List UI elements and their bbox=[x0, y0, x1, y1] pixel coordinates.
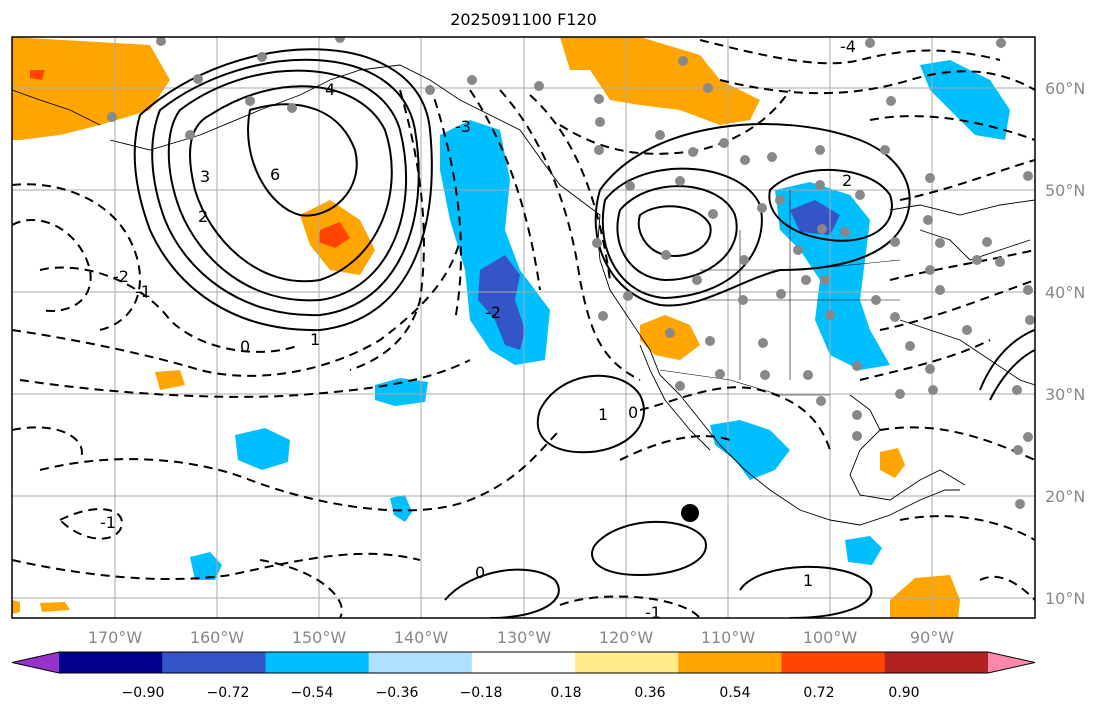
svg-text:20°N: 20°N bbox=[1045, 487, 1085, 506]
svg-text:0: 0 bbox=[475, 563, 485, 582]
negative-anomaly-region bbox=[710, 420, 790, 480]
colorbar-outline bbox=[11, 651, 1036, 674]
svg-text:160°W: 160°W bbox=[190, 628, 245, 647]
svg-text:0.18: 0.18 bbox=[550, 685, 581, 701]
negative-anomaly-region bbox=[375, 378, 428, 406]
colorbar-segment bbox=[471, 652, 576, 673]
svg-text:-1: -1 bbox=[135, 282, 151, 301]
svg-text:0.72: 0.72 bbox=[803, 685, 834, 701]
colorbar-segment bbox=[781, 652, 886, 673]
svg-text:−0.18: −0.18 bbox=[460, 685, 503, 701]
negative-anomaly-region bbox=[920, 60, 1010, 140]
svg-text:-1: -1 bbox=[100, 513, 116, 532]
svg-text:-2: -2 bbox=[113, 267, 129, 286]
svg-text:60°N: 60°N bbox=[1045, 79, 1085, 98]
svg-text:2: 2 bbox=[842, 171, 852, 190]
svg-text:120°W: 120°W bbox=[599, 628, 654, 647]
map-title: 2025091100 F120 bbox=[450, 10, 597, 29]
svg-text:130°W: 130°W bbox=[497, 628, 552, 647]
svg-text:10°N: 10°N bbox=[1045, 589, 1085, 608]
svg-text:100°W: 100°W bbox=[803, 628, 858, 647]
coastlines bbox=[12, 64, 1035, 526]
svg-text:-4: -4 bbox=[840, 37, 856, 56]
svg-text:0.90: 0.90 bbox=[888, 685, 919, 701]
svg-text:1: 1 bbox=[310, 330, 320, 349]
colorbar-labels: −0.90 −0.72 −0.54 −0.36 −0.18 0.18 0.36 … bbox=[122, 685, 920, 701]
svg-text:3: 3 bbox=[200, 167, 210, 186]
svg-text:40°N: 40°N bbox=[1045, 283, 1085, 302]
svg-text:-1: -1 bbox=[645, 603, 661, 622]
colorbar-segment bbox=[884, 652, 989, 673]
svg-text:6: 6 bbox=[270, 165, 280, 184]
colorbar-segment bbox=[265, 652, 370, 673]
positive-anomaly-core bbox=[30, 70, 45, 80]
positive-anomaly-region bbox=[560, 37, 760, 125]
anomaly-shading bbox=[12, 37, 1010, 618]
svg-text:4: 4 bbox=[325, 80, 335, 99]
svg-text:50°N: 50°N bbox=[1045, 181, 1085, 200]
colorbar-segment bbox=[678, 652, 783, 673]
svg-text:170°W: 170°W bbox=[88, 628, 143, 647]
positive-anomaly-region bbox=[890, 575, 960, 618]
negative-anomaly-region bbox=[440, 120, 550, 365]
solid-contours bbox=[133, 48, 1035, 618]
svg-text:110°W: 110°W bbox=[701, 628, 756, 647]
negative-anomaly-region bbox=[845, 536, 882, 565]
contour-labels: 6 4 3 2 1 0 -1 -2 -3 -4 2 1 0 -1 -2 1 0 … bbox=[100, 37, 856, 622]
svg-text:30°N: 30°N bbox=[1045, 385, 1085, 404]
svg-text:0.54: 0.54 bbox=[719, 685, 750, 701]
colorbar-segment bbox=[162, 652, 266, 673]
positive-anomaly-region bbox=[880, 448, 905, 478]
colorbar-segment bbox=[12, 652, 59, 673]
svg-text:2: 2 bbox=[198, 207, 208, 226]
colorbar-segment bbox=[368, 652, 473, 673]
svg-text:0.36: 0.36 bbox=[634, 685, 665, 701]
storm-marker bbox=[681, 504, 699, 522]
positive-anomaly-core bbox=[318, 222, 350, 248]
colorbar-segment bbox=[988, 652, 1035, 673]
svg-text:140°W: 140°W bbox=[394, 628, 449, 647]
positive-anomaly-region bbox=[12, 600, 20, 614]
svg-text:1: 1 bbox=[803, 571, 813, 590]
svg-text:−0.54: −0.54 bbox=[291, 685, 334, 701]
svg-text:−0.36: −0.36 bbox=[376, 685, 419, 701]
positive-anomaly-region bbox=[40, 602, 70, 612]
colorbar-segment bbox=[575, 652, 679, 673]
svg-text:90°W: 90°W bbox=[910, 628, 954, 647]
map-frame bbox=[11, 36, 1036, 619]
svg-text:−0.90: −0.90 bbox=[122, 685, 165, 701]
svg-text:150°W: 150°W bbox=[292, 628, 347, 647]
latitude-labels: 60°N 50°N 40°N 30°N 20°N 10°N bbox=[1045, 79, 1085, 608]
colorbar bbox=[11, 651, 1036, 674]
station-markers bbox=[107, 37, 1035, 509]
dashed-contours bbox=[12, 39, 1035, 618]
svg-text:1: 1 bbox=[598, 405, 608, 424]
longitude-labels: 170°W 160°W 150°W 140°W 130°W 120°W 110°… bbox=[88, 628, 954, 647]
svg-text:-2: -2 bbox=[485, 303, 501, 322]
svg-text:0: 0 bbox=[628, 403, 638, 422]
negative-anomaly-region bbox=[390, 495, 412, 522]
negative-anomaly-region bbox=[190, 552, 222, 580]
svg-text:-3: -3 bbox=[455, 117, 471, 136]
svg-text:−0.72: −0.72 bbox=[207, 685, 250, 701]
colorbar-segment bbox=[59, 652, 163, 673]
negative-anomaly-core bbox=[790, 200, 840, 235]
negative-anomaly-region bbox=[235, 428, 290, 470]
positive-anomaly-region bbox=[155, 370, 185, 390]
svg-text:0: 0 bbox=[240, 337, 250, 356]
negative-anomaly-core bbox=[478, 255, 525, 350]
